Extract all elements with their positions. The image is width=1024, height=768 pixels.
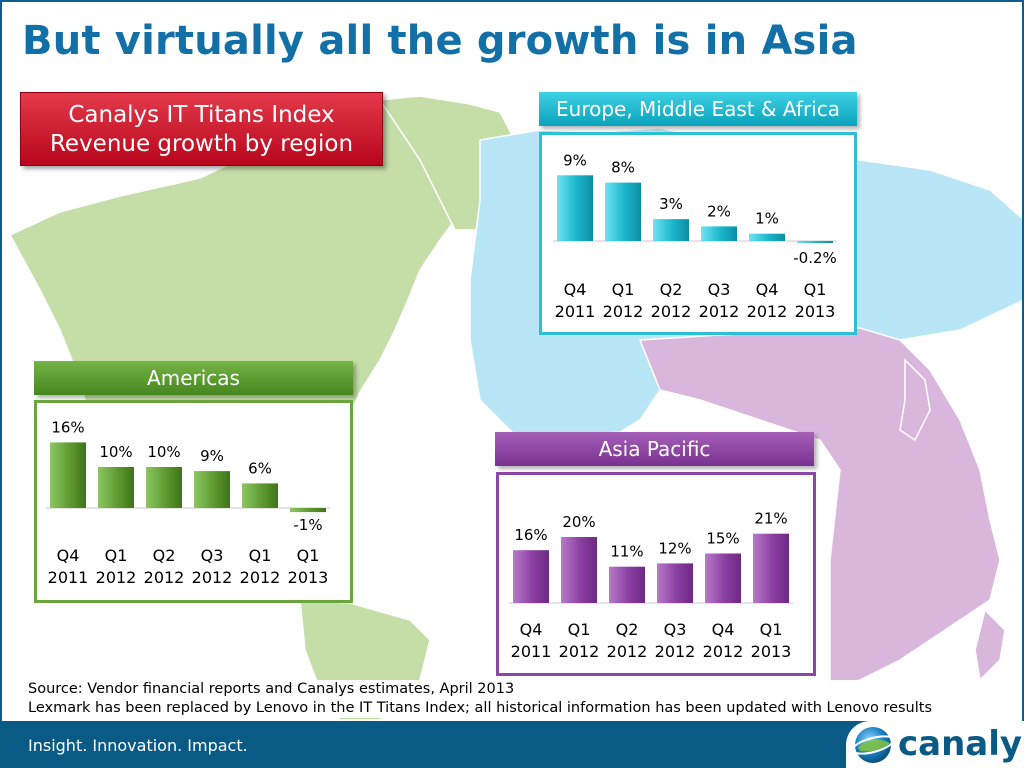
- index-label-line2: Revenue growth by region: [49, 131, 354, 157]
- category-label-3-year: 2012: [699, 302, 740, 321]
- category-label-4-year: 2012: [747, 302, 788, 321]
- asia-pacific-chart-panel: 16% Q4 2011 20% Q1 2012 11% Q2 2012 12% Q3 2012 15% Q…: [496, 472, 816, 676]
- emea-header: Europe, Middle East & Africa: [539, 92, 857, 126]
- bar-3: [194, 471, 230, 508]
- category-label-4-year: 2012: [703, 642, 744, 661]
- emea-chart-panel: 9% Q4 2011 8% Q1 2012 3% Q2 2012 2% Q3 2012 1% Q4 2012…: [539, 132, 857, 335]
- asia-pacific-header: Asia Pacific: [495, 432, 814, 466]
- data-label-5: -0.2%: [793, 249, 837, 267]
- source-line1: Source: Vendor financial reports and Can…: [28, 681, 515, 697]
- asia-pacific-chart: 16% Q4 2011 20% Q1 2012 11% Q2 2012 12% Q3 2012 15% Q…: [509, 510, 793, 661]
- bar-3: [701, 226, 737, 241]
- category-label-4-year: 2012: [240, 568, 281, 587]
- category-label-0-year: 2011: [555, 302, 596, 321]
- category-label-0-quarter: Q4: [564, 280, 587, 299]
- category-label-5-year: 2013: [288, 568, 329, 587]
- category-label-4-quarter: Q4: [756, 280, 779, 299]
- bar-2: [609, 566, 645, 603]
- data-label-0: 16%: [514, 526, 547, 544]
- category-label-1-quarter: Q1: [612, 280, 635, 299]
- footer-tagline: Insight. Innovation. Impact.: [28, 736, 248, 755]
- data-label-2: 3%: [659, 195, 683, 213]
- source-note: Source: Vendor financial reports and Can…: [28, 680, 1022, 718]
- data-label-5: 21%: [754, 510, 787, 528]
- bar-2: [146, 467, 182, 508]
- bar-1: [98, 467, 134, 508]
- data-label-3: 2%: [707, 202, 731, 220]
- data-label-0: 16%: [51, 418, 84, 436]
- category-label-0-year: 2011: [511, 642, 552, 661]
- bar-0: [557, 175, 593, 241]
- category-label-2-year: 2012: [651, 302, 692, 321]
- bar-5: [290, 508, 326, 513]
- bar-4: [705, 553, 741, 603]
- slide-title: But virtually all the growth is in Asia: [22, 18, 858, 64]
- japan-shape: [899, 358, 931, 442]
- category-label-2-quarter: Q2: [616, 620, 639, 639]
- bar-2: [653, 219, 689, 241]
- category-label-2-year: 2012: [607, 642, 648, 661]
- bar-0: [513, 550, 549, 603]
- category-label-0-quarter: Q4: [520, 620, 543, 639]
- americas-chart: 16% Q4 2011 10% Q1 2012 10% Q2 2012 9% Q3 2012 6% Q1 2…: [46, 418, 330, 587]
- category-label-0-quarter: Q4: [57, 546, 80, 565]
- data-label-3: 12%: [658, 539, 691, 557]
- category-label-1-quarter: Q1: [568, 620, 591, 639]
- index-label-line1: Canalys IT Titans Index: [68, 102, 335, 128]
- bar-5: [797, 241, 833, 243]
- category-label-5-year: 2013: [795, 302, 836, 321]
- logo-text: canalys: [898, 724, 1024, 764]
- data-label-3: 9%: [200, 447, 224, 465]
- canalys-logo: canalys: [846, 721, 1024, 768]
- data-label-1: 20%: [562, 513, 595, 531]
- category-label-5-year: 2013: [751, 642, 792, 661]
- bar-1: [561, 537, 597, 603]
- category-label-1-year: 2012: [603, 302, 644, 321]
- americas-header: Americas: [34, 361, 353, 395]
- new-zealand-shape: [974, 608, 1006, 682]
- data-label-0: 9%: [563, 151, 587, 169]
- category-label-1-year: 2012: [96, 568, 137, 587]
- category-label-5-quarter: Q1: [760, 620, 783, 639]
- category-label-1-year: 2012: [559, 642, 600, 661]
- category-label-3-quarter: Q3: [664, 620, 687, 639]
- data-label-4: 1%: [755, 210, 779, 228]
- globe-icon: [851, 727, 895, 763]
- data-label-1: 10%: [99, 443, 132, 461]
- category-label-3-quarter: Q3: [708, 280, 731, 299]
- category-label-2-year: 2012: [144, 568, 185, 587]
- americas-chart-panel: 16% Q4 2011 10% Q1 2012 10% Q2 2012 9% Q3 2012 6% Q1 2…: [34, 400, 353, 603]
- bar-4: [242, 483, 278, 508]
- category-label-5-quarter: Q1: [804, 280, 827, 299]
- category-label-0-year: 2011: [48, 568, 89, 587]
- category-label-1-quarter: Q1: [105, 546, 128, 565]
- category-label-3-year: 2012: [655, 642, 696, 661]
- bar-4: [749, 233, 785, 241]
- category-label-3-year: 2012: [192, 568, 233, 587]
- emea-chart: 9% Q4 2011 8% Q1 2012 3% Q2 2012 2% Q3 2012 1% Q4 2012…: [553, 151, 837, 321]
- data-label-2: 10%: [147, 443, 180, 461]
- data-label-2: 11%: [610, 543, 643, 561]
- bar-1: [605, 182, 641, 241]
- category-label-2-quarter: Q2: [153, 546, 176, 565]
- data-label-4: 6%: [248, 459, 272, 477]
- bar-5: [753, 533, 789, 603]
- bar-0: [50, 442, 86, 508]
- bar-3: [657, 563, 693, 603]
- category-label-2-quarter: Q2: [660, 280, 683, 299]
- data-label-1: 8%: [611, 159, 635, 177]
- source-line2: Lexmark has been replaced by Lenovo in t…: [28, 700, 932, 716]
- category-label-3-quarter: Q3: [201, 546, 224, 565]
- index-label-box: Canalys IT Titans Index Revenue growth b…: [20, 92, 383, 166]
- category-label-5-quarter: Q1: [297, 546, 320, 565]
- data-label-5: -1%: [293, 516, 322, 534]
- data-label-4: 15%: [706, 530, 739, 548]
- category-label-4-quarter: Q1: [249, 546, 272, 565]
- category-label-4-quarter: Q4: [712, 620, 735, 639]
